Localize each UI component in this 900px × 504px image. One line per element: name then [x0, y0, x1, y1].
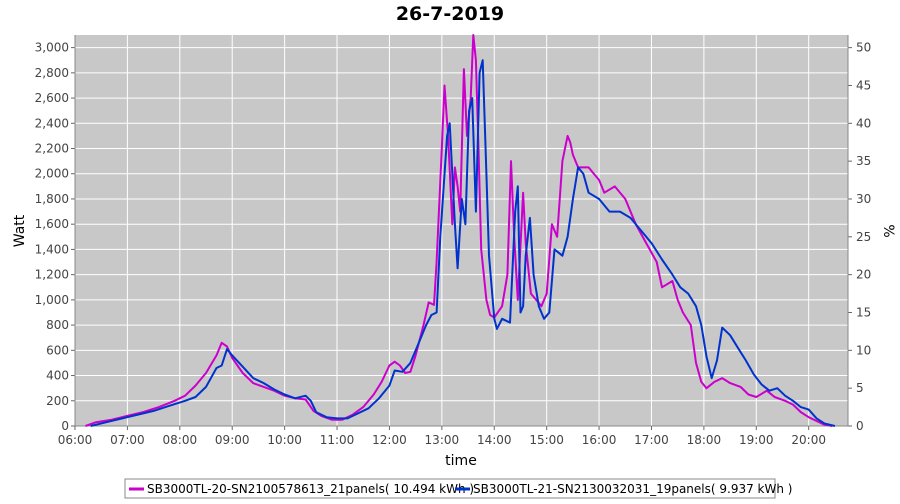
y-tick-label: 0 — [61, 419, 69, 433]
y2-tick-label: 25 — [856, 230, 871, 244]
y-tick-label: 2,000 — [35, 167, 69, 181]
x-tick-label: 19:00 — [739, 433, 774, 447]
x-tick-label: 18:00 — [687, 433, 722, 447]
x-tick-label: 06:00 — [58, 433, 93, 447]
x-tick-label: 08:00 — [163, 433, 198, 447]
series-line-2 — [90, 59, 836, 427]
y-tick-label: 800 — [46, 318, 69, 332]
y-tick-label: 1,400 — [35, 242, 69, 256]
y-tick-label: 1,800 — [35, 192, 69, 206]
legend-box — [124, 478, 776, 499]
x-tick-label: 20:00 — [791, 433, 826, 447]
y-axis-label: Watt — [12, 214, 28, 247]
y2-tick-label: 15 — [856, 305, 871, 319]
y-tick-label: 600 — [46, 343, 69, 357]
y-tick-label: 1,200 — [35, 268, 69, 282]
legend: SB3000TL-20-SN2100578613_21panels( 10.49… — [124, 478, 792, 499]
y-tick-label: 1,000 — [35, 293, 69, 307]
y-tick-label: 2,200 — [35, 142, 69, 156]
y2-tick-label: 45 — [856, 78, 871, 92]
plot-area — [75, 35, 848, 426]
y-tick-label: 2,600 — [35, 91, 69, 105]
y-tick-label: 2,800 — [35, 66, 69, 80]
y2-axis-label: % — [880, 224, 896, 237]
x-axis-label: time — [445, 453, 477, 469]
x-tick-label: 07:00 — [110, 433, 145, 447]
x-tick-label: 14:00 — [477, 433, 512, 447]
legend-label-1: SB3000TL-20-SN2100578613_21panels( 10.49… — [147, 482, 474, 496]
series-line-1 — [85, 34, 833, 427]
x-tick-label: 17:00 — [634, 433, 669, 447]
y2-tick-label: 10 — [856, 343, 871, 357]
y2-tick-label: 20 — [856, 268, 871, 282]
y2-tick-label: 50 — [856, 41, 871, 55]
x-tick-label: 11:00 — [320, 433, 355, 447]
y2-tick-label: 0 — [856, 419, 864, 433]
y2-tick-label: 35 — [856, 154, 871, 168]
x-tick-label: 09:00 — [215, 433, 250, 447]
x-tick-label: 15:00 — [529, 433, 564, 447]
axes: 06:00 07:00 08:00 09:00 10:00 11:00 12:00 13:00… — [35, 35, 871, 447]
y-tick-label: 1,600 — [35, 217, 69, 231]
y2-tick-label: 5 — [856, 381, 864, 395]
y-tick-label: 3,000 — [35, 41, 69, 55]
legend-label-2: SB3000TL-21-SN2130032031_19panels( 9.937… — [473, 482, 792, 496]
x-tick-label: 13:00 — [425, 433, 460, 447]
y-tick-label: 200 — [46, 394, 69, 408]
y2-tick-label: 40 — [856, 116, 871, 130]
series-lines — [85, 34, 836, 427]
chart-title: 26-7-2019 — [396, 3, 504, 25]
x-tick-label: 10:00 — [267, 433, 302, 447]
x-tick-label: 12:00 — [372, 433, 407, 447]
x-tick-label: 16:00 — [582, 433, 617, 447]
y2-tick-label: 30 — [856, 192, 871, 206]
y-tick-label: 400 — [46, 369, 69, 383]
y-tick-label: 2,400 — [35, 116, 69, 130]
